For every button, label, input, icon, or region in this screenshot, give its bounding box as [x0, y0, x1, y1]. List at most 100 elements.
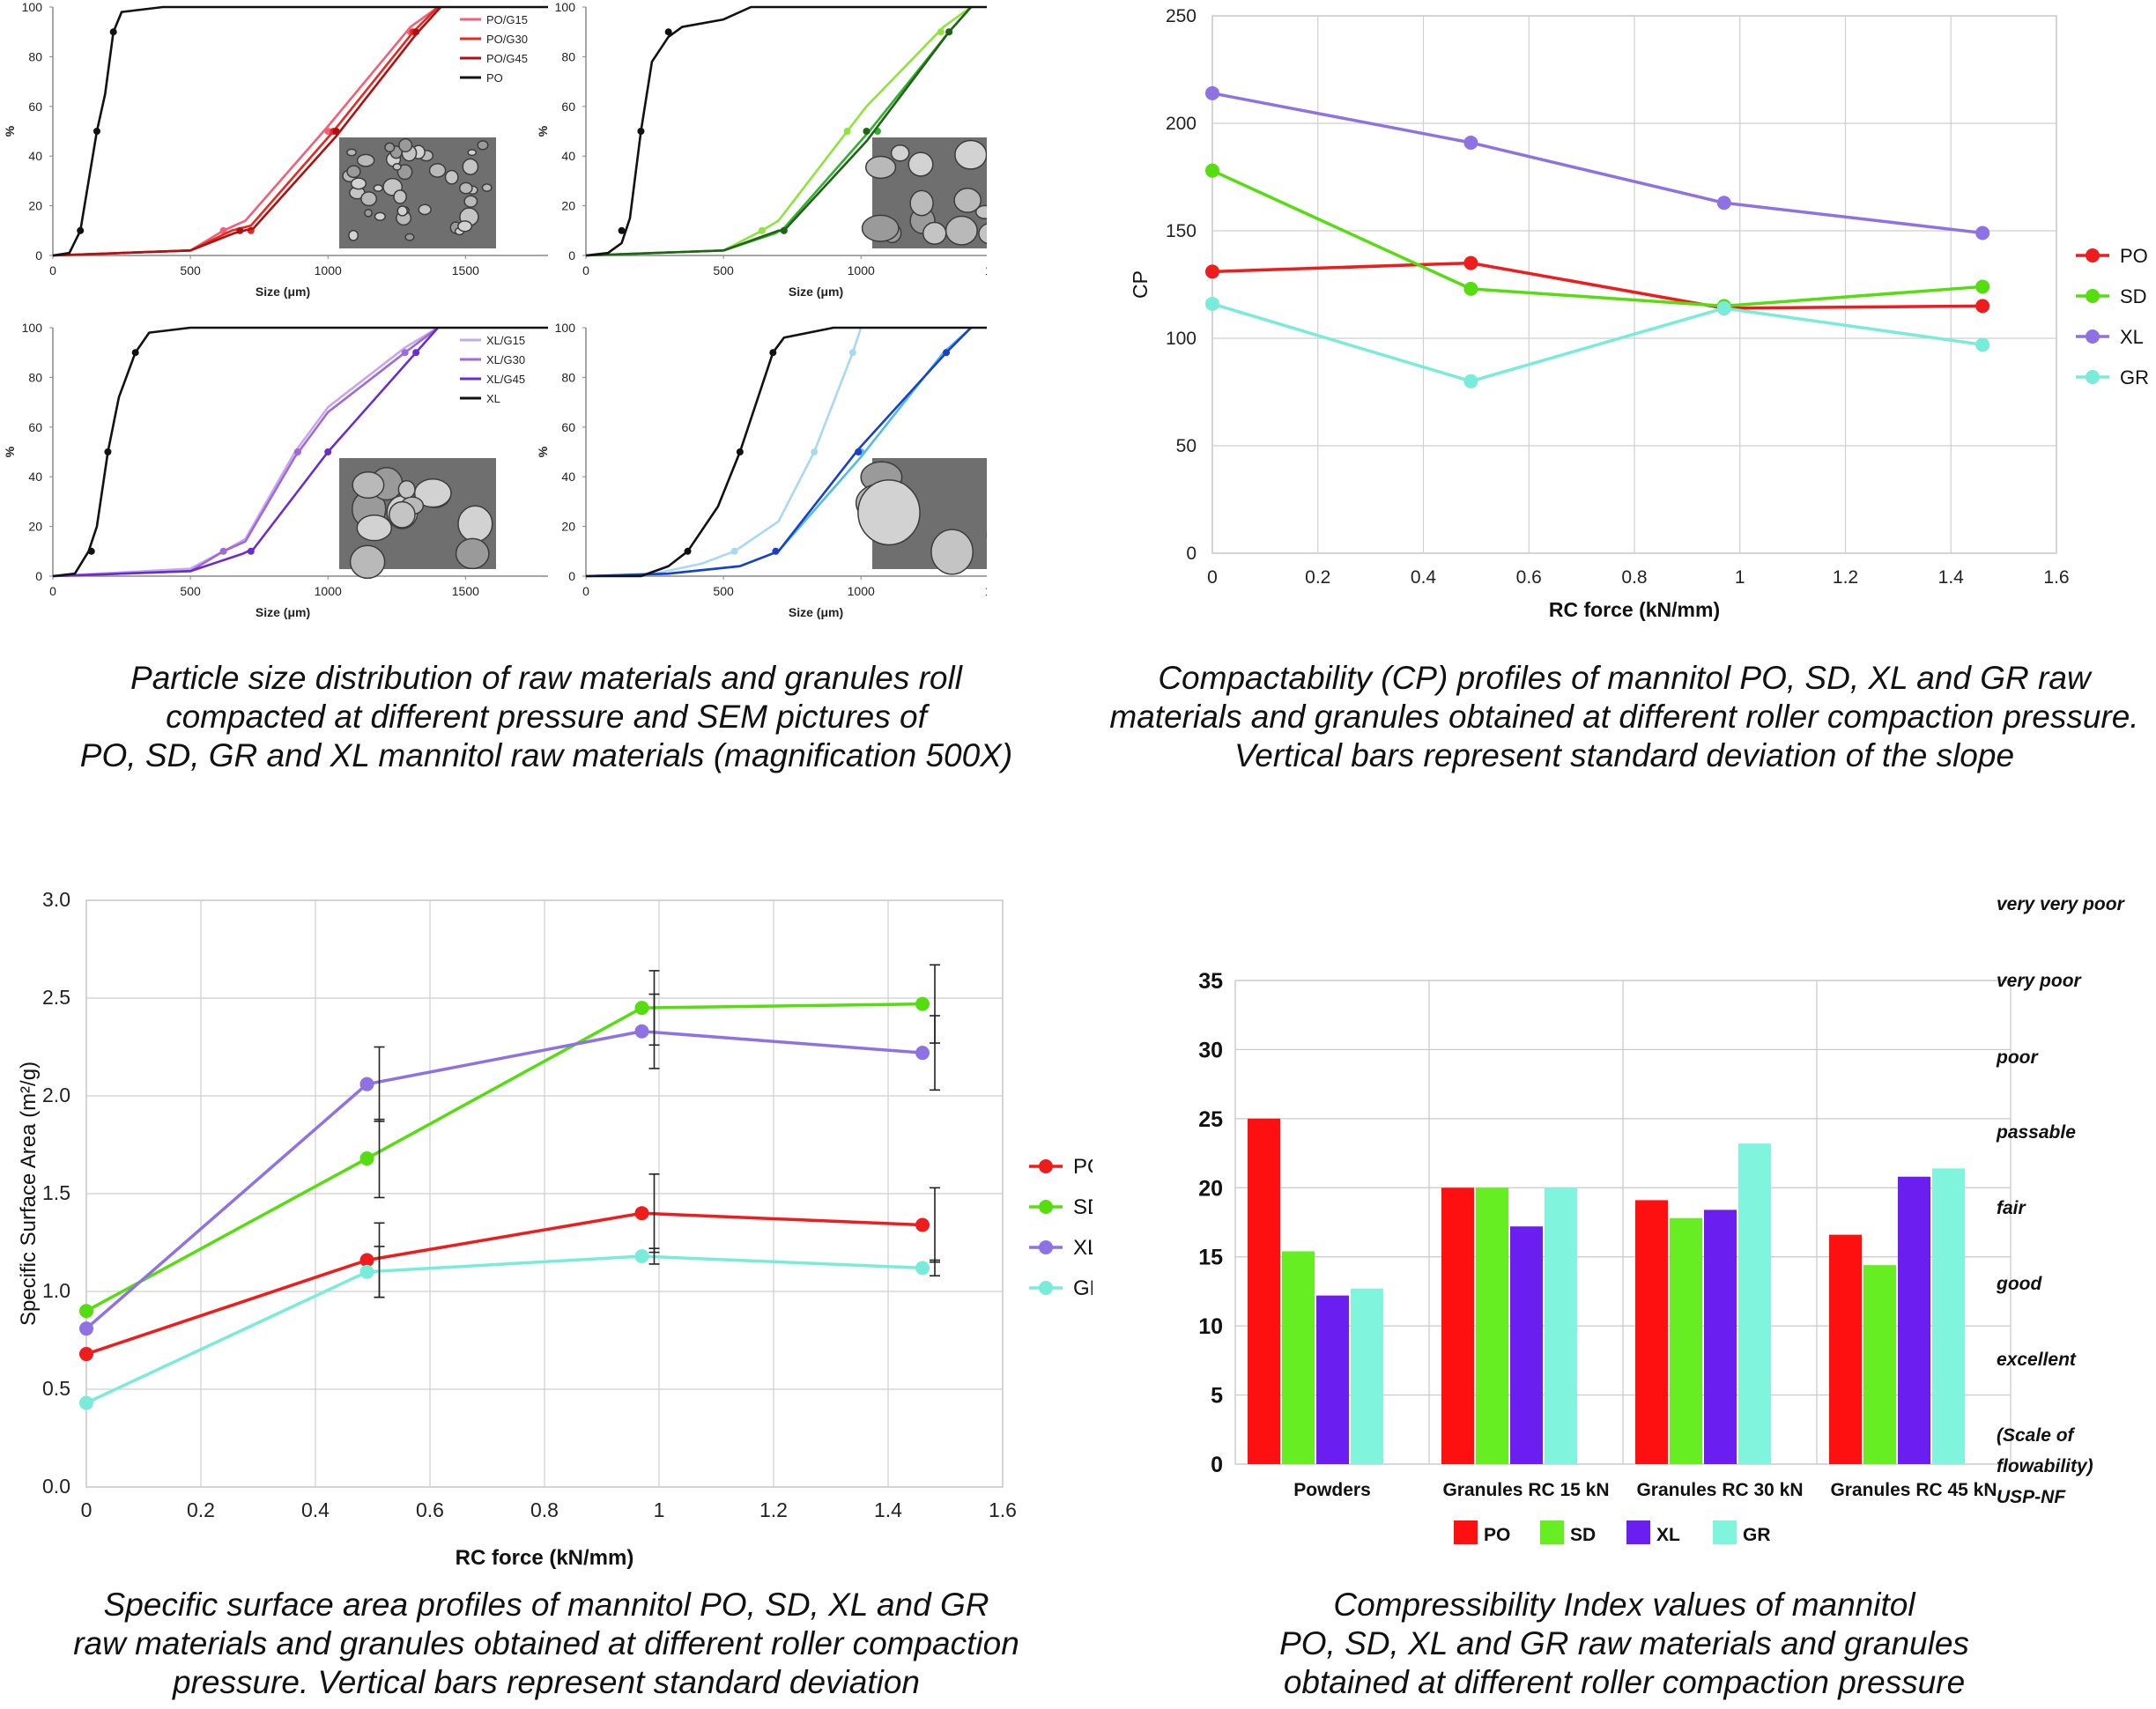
- sd-sem-particle: [909, 189, 934, 217]
- ci-scale-note: USP-NF: [1997, 1487, 2066, 1507]
- psd-po-xtick-label: 0: [49, 263, 56, 277]
- ssa-series-point: [634, 1206, 649, 1221]
- psd-xl-xtick-label: 1500: [452, 584, 479, 598]
- psd-sd-series-point: [937, 28, 945, 36]
- psd-gr-xtick-label: 0: [582, 584, 589, 598]
- gr-sem-image: [855, 458, 1039, 575]
- cp-xtick-label: 0.4: [1411, 567, 1437, 588]
- sd-sem-particle: [908, 152, 934, 177]
- ci-bar: [1441, 1187, 1474, 1464]
- psd-po-series-line: [52, 5, 548, 257]
- xl-sem-image: [339, 458, 496, 580]
- po-sem-particle: [428, 163, 447, 178]
- ci-bar: [1738, 1143, 1771, 1464]
- psd-xl-ylabel: %: [3, 446, 17, 457]
- psd-gr-series-point: [730, 547, 738, 555]
- ssa-xtick-label: 0.4: [301, 1498, 330, 1521]
- ssa-ytick-label: 1.5: [42, 1181, 70, 1204]
- cp-plot-area: 0 0.2 0.4 0.6 0.8 1 1.2 1.4 1.6 0 50 100 150 200 250 RC…: [1129, 6, 2149, 621]
- cp-chart: 0 0.2 0.4 0.6 0.8 1 1.2 1.4 1.6 0 50 100 150 200 250 RC…: [1129, 6, 2149, 621]
- cp-legend-marker: [2086, 370, 2100, 384]
- ssa-legend-label: GR: [1073, 1276, 1093, 1300]
- ci-bar: [1316, 1295, 1349, 1464]
- cp-series-point: [1975, 279, 1990, 294]
- cp-xtick-label: 0.6: [1516, 567, 1542, 588]
- psd-po-series-point: [332, 128, 340, 135]
- psd-po-series-point: [219, 226, 227, 234]
- psd-xl-ytick-label: 40: [28, 470, 42, 484]
- po-sem-image: [339, 137, 496, 248]
- cp-legend-label: GR: [2120, 366, 2149, 388]
- ci-legend-swatch: [1540, 1520, 1564, 1544]
- psd-sd-xtick-label: 500: [713, 263, 734, 277]
- ci-bar: [1829, 1234, 1862, 1464]
- xl-sem-particle: [352, 470, 385, 499]
- po-sem-particle: [481, 183, 493, 192]
- psd-sd-ytick-label: 0: [568, 248, 575, 263]
- ssa-legend-marker: [1039, 1159, 1053, 1173]
- ci-scale-label: excellent: [1997, 1350, 2077, 1370]
- ssa-series-point: [79, 1395, 93, 1410]
- po-sem-particle: [346, 148, 357, 157]
- psd-xl-series-point: [401, 349, 409, 357]
- psd-sd-ytick-label: 60: [561, 100, 575, 114]
- ssa-caption: Specific surface area profiles of mannit…: [0, 1586, 1093, 1702]
- psd-xl-ytick-label: 60: [28, 420, 42, 434]
- ci-chart: 0 5 10 15 20 25 30 35 Powders Granules RC 15 kN Gr…: [1198, 894, 2125, 1545]
- cp-series-point: [1205, 85, 1219, 100]
- ssa-series-line: [85, 1029, 923, 1330]
- po-sem-particle: [393, 189, 407, 204]
- psd-po-series-point: [93, 128, 100, 135]
- ci-bar: [1510, 1226, 1543, 1464]
- psd-caption-line-3: PO, SD, GR and XL mannitol raw materials…: [79, 737, 1013, 773]
- po-sem-particle: [350, 177, 367, 190]
- cp-legend-label: SD: [2120, 285, 2147, 307]
- po-sem-particle: [404, 233, 415, 241]
- ci-scale-note: (Scale of: [1997, 1425, 2076, 1446]
- cp-caption: Compactability (CP) profiles of mannitol…: [1093, 659, 2156, 775]
- psd-xl-xlabel: Size (μm): [256, 605, 310, 619]
- psd-xl-series-line: [52, 326, 548, 578]
- ssa-series-point: [79, 1304, 93, 1319]
- psd-gr-ytick-label: 60: [561, 420, 575, 434]
- psd-panel: 0 20 40 60 80 100 0 500 1000 1500 Size (μm)% PO/G15…: [0, 0, 1081, 634]
- ssa-series-point: [359, 1151, 374, 1166]
- cp-legend-marker: [2086, 329, 2100, 344]
- cp-ytick-label: 50: [1176, 436, 1197, 456]
- cp-series-line: [1211, 302, 1983, 383]
- ci-bar: [1898, 1176, 1930, 1464]
- psd-xl-series-point: [324, 448, 332, 455]
- ci-bar: [1704, 1210, 1737, 1464]
- ci-bar: [1545, 1187, 1577, 1464]
- psd-po-legend-label: PO/G15: [486, 13, 528, 26]
- psd-xl-legend-label: XL/G45: [486, 373, 525, 386]
- ci-bar: [1670, 1217, 1702, 1464]
- psd-sd-xtick-label: 1500: [985, 263, 987, 277]
- psd-xl-series-point: [412, 349, 420, 357]
- psd-xl-ytick-label: 20: [28, 520, 42, 534]
- cp-ytick-label: 200: [1166, 114, 1197, 134]
- ssa-xtick-label: 0: [81, 1498, 93, 1521]
- ssa-series-point: [79, 1347, 93, 1362]
- ssa-xtick-label: 0.8: [530, 1498, 559, 1521]
- psd-gr-ylabel: %: [536, 446, 550, 457]
- ci-ytick-label: 25: [1198, 1107, 1223, 1132]
- sd-sem-particle: [954, 139, 988, 170]
- ci-legend-swatch: [1626, 1520, 1650, 1544]
- po-sem-particle: [477, 140, 489, 151]
- psd-sd-series-point: [780, 226, 788, 234]
- ssa-xtick-label: 0.2: [187, 1498, 215, 1521]
- cp-series-point: [1205, 163, 1219, 178]
- psd-xl-xtick-label: 500: [180, 584, 201, 598]
- ci-scale-label: passable: [1996, 1122, 2076, 1143]
- po-sem-particle: [396, 205, 409, 217]
- ssa-legend-label: SD: [1073, 1195, 1093, 1219]
- psd-sd-series-point: [863, 128, 871, 135]
- cp-legend-marker: [2086, 289, 2100, 303]
- psd-xl-ytick-label: 0: [35, 569, 42, 583]
- psd-sd-series-point: [945, 28, 953, 36]
- psd-gr-xtick-label: 1000: [848, 584, 875, 598]
- psd-gr-series-point: [811, 448, 819, 455]
- ssa-ytick-label: 1.0: [42, 1279, 70, 1302]
